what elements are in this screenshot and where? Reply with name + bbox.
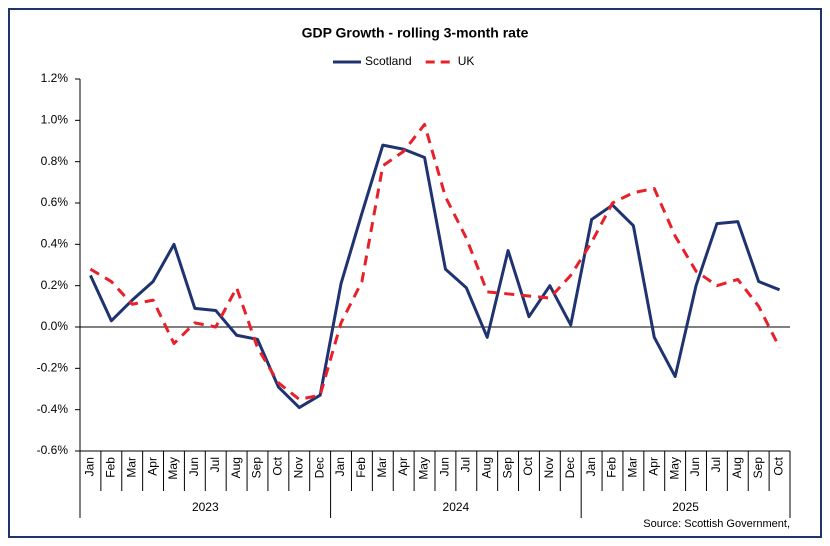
x-tick-label: Jul [709, 457, 723, 472]
x-tick-label: Oct [271, 456, 285, 475]
x-tick-label: Jul [208, 457, 222, 472]
x-tick-label: Dec [563, 457, 577, 478]
x-tick-label: May [667, 457, 681, 480]
x-tick-label: Aug [229, 457, 243, 478]
year-label: 2023 [192, 500, 219, 514]
x-tick-label: Nov [291, 457, 305, 478]
y-tick-label: 0.4% [41, 237, 69, 251]
series-line [89, 122, 781, 401]
x-tick-label: Dec [312, 457, 326, 478]
source: Source: Scottish Government, [643, 518, 790, 530]
y-tick-label: 0.8% [41, 154, 69, 168]
y-tick-label: 0.2% [41, 278, 69, 292]
x-tick-label: Feb [605, 457, 619, 478]
x-tick-label: Mar [375, 457, 389, 478]
frame [8, 8, 822, 538]
x-tick-label: Sep [500, 457, 514, 479]
x-tick-label: Sep [751, 457, 765, 479]
x-tick-label: Jun [688, 457, 702, 476]
year-label: 2024 [443, 500, 470, 514]
x-tick-label: Jun [187, 457, 201, 476]
x-tick-label: Mar [626, 457, 640, 478]
x-tick-label: Mar [124, 457, 138, 478]
x-tick-label: May [166, 457, 180, 480]
x-tick-label: Feb [354, 457, 368, 478]
legend-label: UK [458, 54, 475, 68]
y-tick-label: -0.4% [37, 402, 69, 416]
legend-label: Scotland [365, 54, 412, 68]
x-tick-label: Jan [584, 457, 598, 476]
x-tick-label: Jun [438, 457, 452, 476]
chart-title: GDP Growth - rolling 3-month rate [302, 25, 529, 41]
x-tick-label: Oct [772, 456, 786, 475]
x-tick-label: Apr [646, 457, 660, 476]
year-label: 2025 [672, 500, 699, 514]
x-tick-label: Nov [542, 457, 556, 478]
series-line [89, 143, 781, 410]
y-tick-label: 0.0% [41, 319, 69, 333]
y-tick-label: -0.6% [37, 443, 69, 457]
y-tick-label: 0.6% [41, 195, 69, 209]
y-tick-label: 1.0% [41, 113, 69, 127]
x-tick-label: Jul [458, 457, 472, 472]
x-tick-label: May [417, 457, 431, 480]
x-tick-label: Feb [103, 457, 117, 478]
x-tick-label: Jan [333, 457, 347, 476]
x-tick-label: Jan [83, 457, 97, 476]
x-tick-label: Oct [521, 456, 535, 475]
x-tick-label: Aug [479, 457, 493, 478]
y-tick-label: 1.2% [41, 71, 69, 85]
x-tick-label: Apr [396, 457, 410, 476]
x-tick-label: Aug [730, 457, 744, 478]
x-tick-label: Sep [250, 457, 264, 479]
y-tick-label: -0.2% [37, 361, 69, 375]
x-tick-label: Apr [145, 457, 159, 476]
